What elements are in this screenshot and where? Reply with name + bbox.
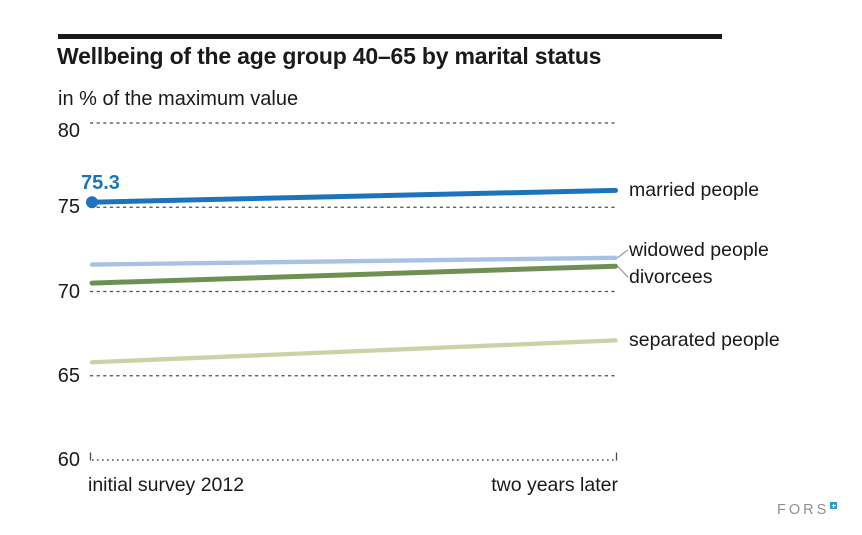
callout-line-divorcees: [617, 265, 629, 278]
y-tick-label-80: 80: [57, 120, 80, 142]
y-tick-label-60: 60: [57, 449, 80, 471]
series-line-married-people: [89, 187, 618, 205]
chart-title: Wellbeing of the age group 40–65 by mari…: [57, 43, 602, 69]
series-line-widowed-people: [89, 255, 618, 267]
y-tick-label-75: 75: [57, 196, 80, 219]
legend-label-separated-people: separated people: [629, 329, 780, 352]
fors-logo-mark-icon: [830, 502, 838, 509]
title-rule: [58, 34, 722, 39]
callout-line-widowed-people: [617, 249, 629, 259]
series-start-dot-married-people: [86, 196, 98, 209]
fors-logo-text: FORS: [777, 502, 830, 518]
x-axis-label-two-years-later: two years later: [491, 474, 618, 496]
legend-label-married-people: married people: [629, 179, 760, 202]
series-line-divorcees: [89, 263, 618, 286]
data-point-label: 75.3: [81, 172, 120, 195]
y-tick-label-65: 65: [57, 364, 80, 387]
fors-logo: FORS: [777, 502, 838, 518]
legend-label-divorcees: divorcees: [629, 266, 713, 289]
series-line-separated-people: [89, 338, 618, 365]
y-tick-label-70: 70: [57, 280, 80, 303]
legend-label-widowed-people: widowed people: [629, 238, 769, 261]
x-axis-label-initial-survey: initial survey 2012: [88, 474, 245, 496]
chart-subtitle: in % of the maximum value: [58, 88, 299, 110]
